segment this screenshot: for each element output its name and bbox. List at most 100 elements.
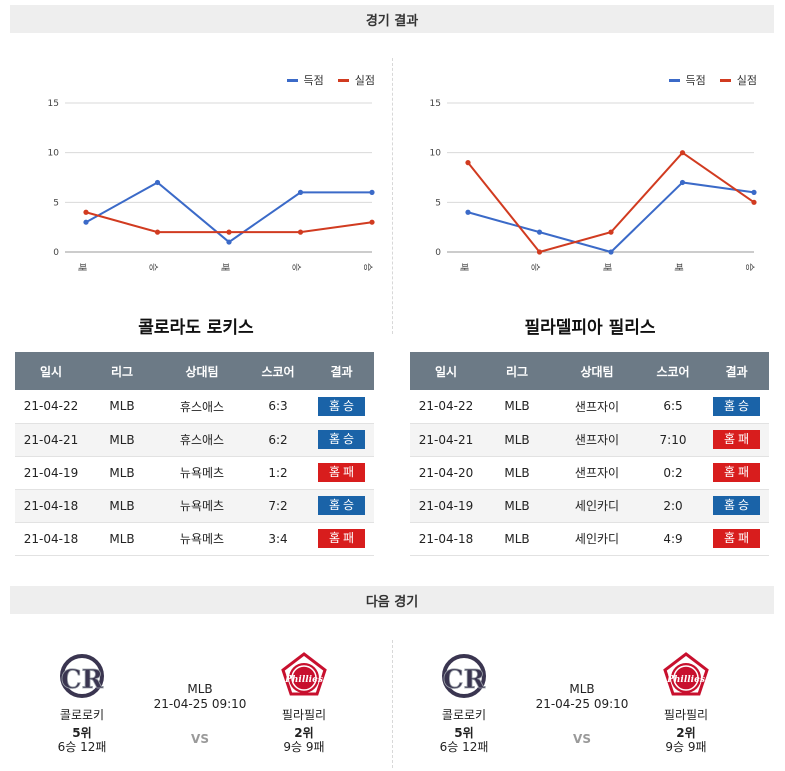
- y-tick-label: 15: [48, 99, 59, 109]
- data-point-score: [226, 239, 232, 245]
- legend-item-score[interactable]: 득점: [286, 72, 324, 88]
- x-tick-label: 승: [530, 263, 541, 271]
- column-divider: [392, 58, 393, 334]
- legend-swatch-score: [668, 78, 680, 82]
- chart-right-svg: 15 10 5 0 패 승 패 패 승: [430, 99, 757, 271]
- legend-label-score: 득점: [303, 74, 324, 87]
- cell-league: MLB: [482, 390, 552, 424]
- result-badge: 홈패: [318, 463, 365, 482]
- away-team-record: 9승 9패: [283, 740, 325, 754]
- header-league: 리그: [87, 352, 157, 390]
- away-team[interactable]: Phillies 필라필리 2위 9승 9패: [641, 650, 731, 754]
- results-table-left: 일시 리그 상대팀 스코어 결과 21-04-22 MLB 휴스애스 6:3 홈…: [15, 352, 374, 556]
- legend-item-conceded[interactable]: 실점: [337, 72, 375, 88]
- table-row: 21-04-20 MLB 샌프자이 0:2 홈패: [410, 456, 769, 490]
- cell-opponent: 휴스애스: [157, 390, 247, 424]
- x-tick-label: 패: [673, 263, 684, 271]
- x-tick-label: 승: [362, 263, 373, 271]
- y-tick-label: 0: [53, 248, 59, 258]
- data-point-score: [536, 229, 543, 235]
- results-section-header: 경기 결과: [10, 5, 774, 33]
- cell-date: 21-04-19: [410, 489, 482, 523]
- cell-league: MLB: [87, 489, 157, 523]
- table-row: 21-04-19 MLB 세인카디 2:0 홈승: [410, 489, 769, 523]
- legend-item-score[interactable]: 득점: [668, 72, 706, 88]
- next-game-card-left: CR 콜로로키 5위 6승 12패 MLB 21-04-25 09:10 VS …: [20, 650, 380, 765]
- results-table-right: 일시 리그 상대팀 스코어 결과 21-04-22 MLB 샌프자이 6:5 홈…: [410, 352, 769, 556]
- team-title-right: 필라델피아 필리스: [524, 318, 656, 338]
- data-point-score: [679, 179, 686, 186]
- vs-label: VS: [191, 732, 209, 746]
- series-line-conceded: [85, 211, 373, 234]
- header-league: 리그: [482, 352, 552, 390]
- result-badge: 홈패: [713, 463, 760, 482]
- header-result: 결과: [309, 352, 374, 390]
- cell-score: 6:3: [247, 390, 309, 424]
- cell-opponent: 샌프자이: [552, 390, 642, 424]
- home-team[interactable]: CR 콜로로키 5위 6승 12패: [419, 650, 509, 754]
- cell-score: 6:2: [247, 423, 309, 457]
- away-team-name: 필라필리: [281, 708, 327, 722]
- cell-date: 21-04-18: [410, 522, 482, 556]
- header-score: 스코어: [642, 352, 704, 390]
- cell-league: MLB: [87, 456, 157, 490]
- cell-date: 21-04-22: [15, 390, 87, 424]
- result-badge: 홈승: [713, 496, 760, 515]
- chart-right: 15 10 5 0 패 승 패 패 승 득점 실점: [402, 65, 762, 280]
- y-tick-label: 5: [435, 198, 441, 208]
- legend-label-score: 득점: [685, 74, 706, 87]
- table-row: 21-04-18 MLB 세인카디 4:9 홈패: [410, 522, 769, 556]
- cell-opponent: 세인카디: [552, 522, 642, 556]
- x-tick-label: 승: [291, 263, 302, 271]
- y-tick-label: 10: [430, 149, 442, 159]
- away-team-record: 9승 9패: [665, 740, 707, 754]
- cell-date: 21-04-20: [410, 456, 482, 490]
- away-team[interactable]: Phillies 필라필리 2위 9승 9패: [259, 650, 349, 754]
- result-badge: 홈승: [318, 396, 365, 416]
- y-tick-label: 10: [48, 149, 60, 159]
- vs-label: VS: [573, 732, 591, 746]
- cell-date: 21-04-21: [15, 423, 87, 457]
- cell-result: 홈패: [704, 423, 769, 457]
- home-team[interactable]: CR 콜로로키 5위 6승 12패: [37, 650, 127, 754]
- away-team-rank: 2위: [676, 726, 696, 740]
- table-header-row: 일시 리그 상대팀 스코어 결과: [410, 352, 769, 390]
- header-date: 일시: [410, 352, 482, 390]
- data-point-score: [297, 189, 304, 195]
- y-tick-label: 0: [435, 248, 441, 258]
- legend-item-conceded[interactable]: 실점: [719, 72, 757, 88]
- cell-league: MLB: [87, 423, 157, 457]
- cell-result: 홈패: [704, 456, 769, 490]
- data-point-conceded: [536, 249, 543, 255]
- result-badge: 홈승: [318, 430, 365, 449]
- x-tick-label: 패: [601, 263, 612, 271]
- cell-league: MLB: [482, 522, 552, 556]
- data-point-conceded: [369, 219, 375, 225]
- cell-result: 홈패: [309, 522, 374, 556]
- team-title-left: 콜로라도 로키스: [138, 318, 254, 338]
- chart-left: 15 10 5 0 패 승 패 승 승 득점 실점: [20, 65, 380, 280]
- data-point-score: [369, 189, 375, 195]
- cell-score: 6:5: [642, 390, 704, 424]
- cell-date: 21-04-18: [15, 489, 87, 523]
- data-point-conceded: [297, 229, 304, 235]
- cell-league: MLB: [87, 390, 157, 424]
- home-team-name: 콜로로키: [441, 708, 487, 722]
- svg-text:Phillies: Phillies: [666, 675, 705, 685]
- data-point-conceded: [154, 229, 161, 235]
- cell-score: 2:0: [642, 489, 704, 523]
- next-game-card-right: CR 콜로로키 5위 6승 12패 MLB 21-04-25 09:10 VS …: [402, 650, 762, 765]
- cell-date: 21-04-22: [410, 390, 482, 424]
- cell-opponent: 뉴욕메츠: [157, 522, 247, 556]
- cell-date: 21-04-19: [15, 456, 87, 490]
- results-section-title: 경기 결과: [365, 13, 419, 29]
- header-opponent: 상대팀: [552, 352, 642, 390]
- cell-result: 홈패: [309, 456, 374, 490]
- legend-swatch-conceded: [337, 78, 349, 82]
- cell-date: 21-04-21: [410, 423, 482, 457]
- cell-opponent: 휴스애스: [157, 423, 247, 457]
- chart-left-svg: 15 10 5 0 패 승 패 승 승: [48, 99, 375, 271]
- cell-result: 홈승: [704, 489, 769, 523]
- data-point-score: [465, 209, 471, 215]
- result-badge: 홈승: [713, 396, 760, 416]
